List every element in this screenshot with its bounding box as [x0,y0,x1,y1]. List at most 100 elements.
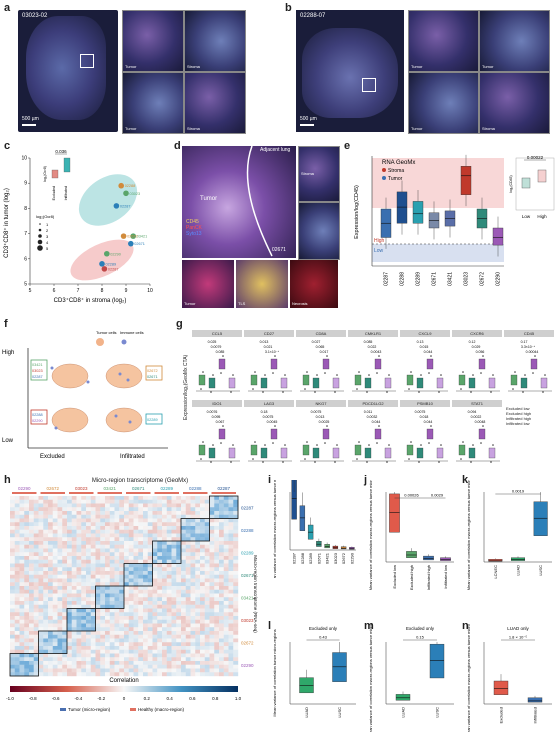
gene-subplot: STAT1 0.094 0.0022 0.0048 [452,400,502,466]
box [218,358,226,370]
box [364,447,372,459]
annot-adjacent-lung: Adjacent lung [260,147,291,153]
box [260,447,268,459]
size-legend-dot [37,239,43,245]
panel-c-ylabel: CD3⁺CD8⁺ in tumor (log₂) [3,188,10,258]
panel-l-label: l [268,620,272,632]
row-label: 03023 [241,618,254,623]
colorbar-tick: 1.0 [235,696,242,701]
x-tick-label: 10 [147,288,153,294]
box [340,546,347,550]
inset-cat-label: Excluded [52,186,56,200]
column-label: 02671 [132,486,145,491]
size-legend-label: 2 [46,228,49,233]
point-label: 02288 [125,184,136,188]
box [208,377,216,389]
sample-label: 03023 [32,369,43,373]
box [270,358,278,370]
size-legend-label: 4 [46,240,49,245]
panel-c-label: c [4,140,11,152]
panel-g-grid: CCL5 0.025 0.0079 0.085 CD27 0.013 0.021 3.1×10… [192,330,556,472]
point-label: 02671 [134,242,145,246]
diagonal-block [180,518,210,542]
y-tick-label: 9 [24,181,27,187]
box [426,428,434,440]
box [389,493,400,533]
column-label: 02672 [46,486,59,491]
inset-cat-label: High [537,214,547,219]
panel-j-label: j [364,474,368,486]
tile-label: Stroma [187,64,200,69]
sample-label: 02671 [147,375,158,379]
panel-f-label: f [4,318,8,330]
panel-d-sample: 02671 [272,247,286,253]
x-tick-label: 03023 [333,552,338,564]
panel-l-boxplot: Mean variance of correlation tumor micro… [272,626,356,718]
panel-n-boxplot: Mean variance of correlation macro-regio… [466,624,552,732]
box [416,447,424,459]
tile-label: Tumor [184,301,196,306]
p-value: 0.015 [420,345,429,349]
panel-c-pvalue: 0.036 [55,149,67,154]
size-legend-label: 5 [46,246,49,251]
colorbar-tick: -0.2 [97,696,105,701]
p-value: 0.018 [420,415,429,419]
diagonal-block [9,653,39,677]
x-category-label: Infiltrated high [506,416,532,421]
p-value: 0.00026 [404,493,419,498]
panel-k-boxplot: Mean variance of correlation macro-regio… [466,480,552,590]
box [270,428,278,440]
x-tick-label: 03421 [325,552,330,564]
panel-h-title: Micro-region transcriptome (GeoMx) [91,478,189,484]
p-value: 0.094 [468,410,477,414]
tile-label: Stroma [187,126,200,131]
x-tick-label: 02288 [400,272,406,286]
gene-header: PDCD1LG2 [348,400,398,407]
scatter-point [101,266,108,272]
p-value: 0.13 [417,340,424,344]
panel-m-boxplot: Mean variance of correlation macro-regio… [368,624,454,732]
box [468,447,476,459]
column-label: 03421 [103,486,116,491]
box [250,444,258,456]
column-label: 02287 [217,486,230,491]
diagonal-block [95,585,125,609]
p-value: 0.43 [319,635,328,640]
x-tick-label: 02290 [349,552,354,564]
x-tick-label: 02671 [432,272,438,286]
row-label: 02290 [241,663,254,668]
p-value: 0.011 [364,410,373,414]
gene-header: STAT1 [452,400,502,407]
x-tick-label: Infiltrated [533,707,538,723]
box [460,166,472,195]
gene-header: CD8A [296,330,346,337]
box [406,551,417,558]
legend-cd45: CD45 [186,219,199,225]
x-tick-label: 03023 [464,272,470,286]
box [374,358,382,370]
box [291,480,297,520]
row-label: 03421 [241,595,254,600]
p-value: 0.0075 [415,410,426,414]
inset-cat-label: Infiltrated [64,186,68,200]
box [458,444,466,456]
box [530,358,538,370]
sample-label: 02289 [147,418,158,422]
panel-c-xlabel: CD3⁺CD8⁺ in stroma (log₂) [54,297,127,304]
x-tick-label: 03421 [448,272,454,286]
colorbar-tick: 0.2 [144,696,151,701]
y-tick-label: 7 [24,231,27,237]
label-excluded: Excluded [40,454,65,460]
p-value: 0.0048 [475,420,486,424]
box [416,377,424,389]
tile-label: Stroma [482,126,495,131]
tile-label: Tumor [482,64,494,69]
panel-h-label: h [4,474,11,486]
x-tick-label: 02289 [416,272,422,286]
gene-header: CXCL9 [400,330,450,337]
size-legend-title: log₂(Ocr8) [36,214,55,219]
inset-ylabel: log₂(Ocr8) [43,166,47,182]
gene-subplot: CMKLR1 0.085 0.022 0.0043 [348,330,398,396]
sample-label: 02288 [32,413,43,417]
x-tick-label: Infiltrated low [443,565,448,589]
